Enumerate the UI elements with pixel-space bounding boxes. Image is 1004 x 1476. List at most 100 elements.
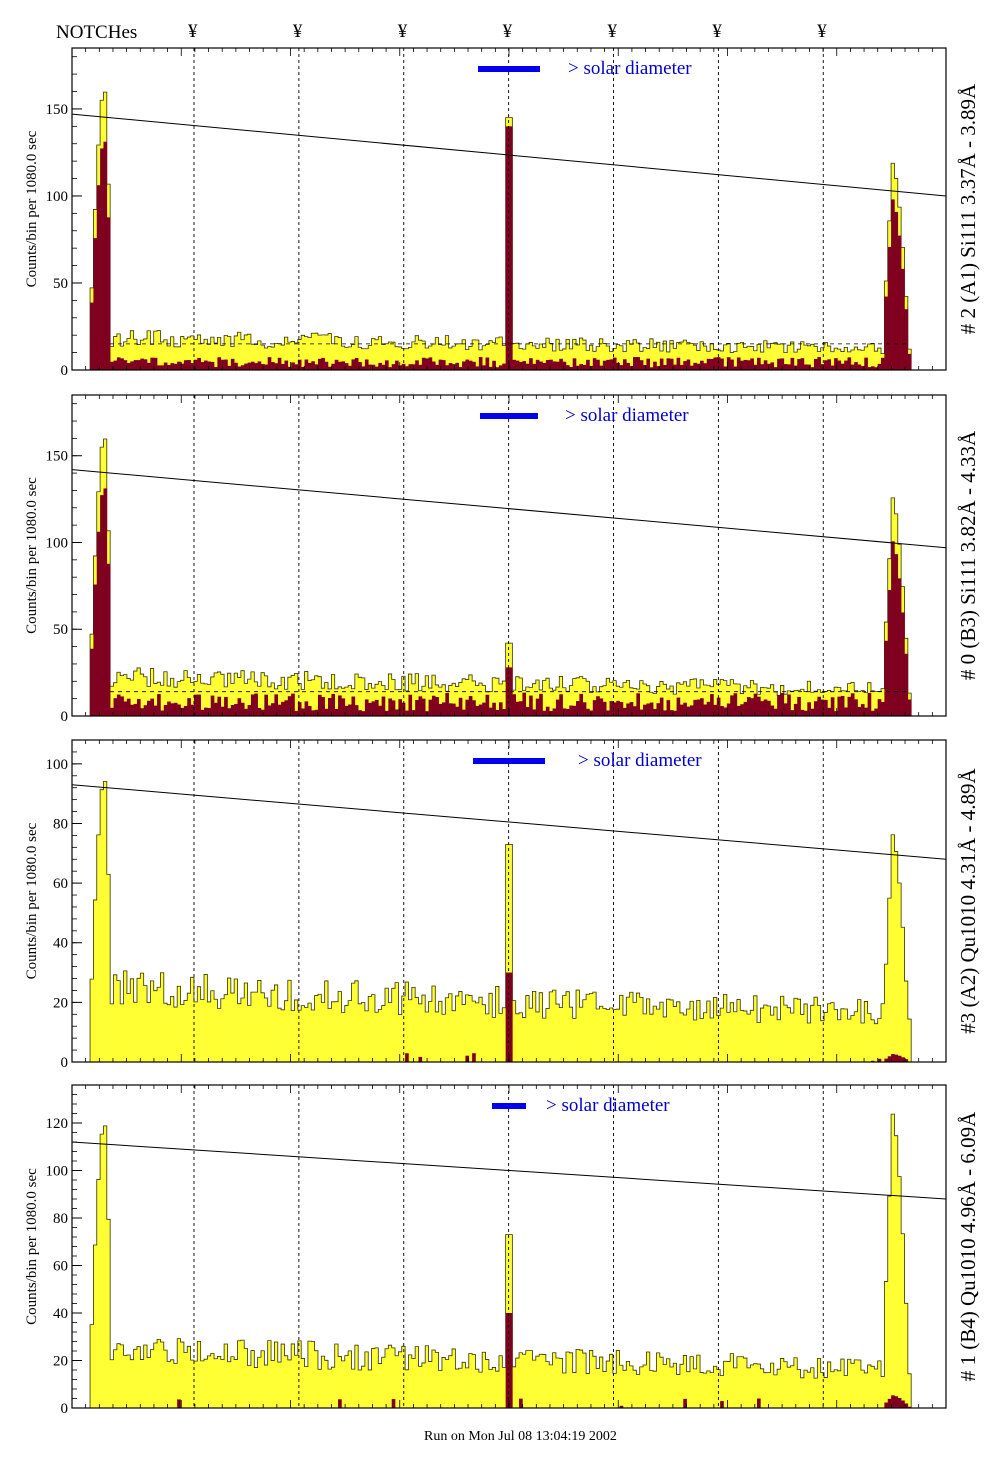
signal-bar [693,1019,697,1062]
signal-bar [123,674,128,716]
background-bar [522,361,527,370]
signal-bar [378,1009,382,1062]
background-bar [224,696,228,716]
background-bar [110,707,114,716]
background-bar [505,1313,510,1408]
background-bar [220,706,225,716]
signal-bar [301,1005,305,1062]
signal-bar [338,991,342,1062]
background-bar [324,708,329,716]
signal-bar [405,690,409,716]
signal-bar [720,1008,724,1062]
signal-bar [689,1356,694,1408]
signal-bar [177,681,181,716]
signal-bar [495,986,500,1062]
signal-bar [586,994,590,1062]
run-timestamp: Run on Mon Jul 08 13:04:19 2002 [424,1429,617,1444]
background-bar [884,1402,889,1408]
background-bar [435,697,439,716]
y-tick-label: 40 [53,1306,68,1322]
signal-bar [167,345,171,370]
background-bar [485,694,490,716]
background-bar [884,640,889,716]
signal-bar [576,677,580,716]
signal-bar [381,1357,386,1408]
signal-bar [844,1009,848,1062]
background-bar [643,704,647,716]
signal-bar [830,351,835,370]
signal-bar [140,674,144,716]
background-bar [321,357,325,370]
notch-marker-5: ¥ [608,21,618,42]
background-bar [187,360,191,370]
signal-bar [163,339,168,370]
signal-bar [810,1005,815,1062]
signal-bar [254,1367,258,1408]
signal-bar [492,1367,496,1408]
background-bar [827,707,832,716]
signal-bar [217,1008,222,1062]
signal-bar [281,1009,285,1062]
signal-bar [743,1358,748,1408]
background-bar [884,296,889,370]
signal-bar [415,1346,419,1408]
background-bar [250,361,255,370]
background-bar [673,364,677,370]
signal-bar [492,342,496,370]
signal-bar [646,1352,651,1408]
y-tick-label: 100 [46,757,69,773]
background-bar [130,361,134,370]
background-bar [646,358,651,370]
signal-bar [790,691,795,716]
background-bar [874,708,878,716]
background-bar [857,364,862,370]
signal-bar [395,982,399,1062]
signal-bar [190,335,195,370]
signal-bar [468,995,473,1062]
background-bar [170,363,175,370]
signal-bar [374,1347,379,1408]
signal-bar [552,1352,557,1408]
signal-bar [334,1343,339,1408]
signal-bar [653,1371,657,1408]
signal-bar [582,678,587,716]
signal-bar [338,1356,342,1408]
signal-bar [431,1349,436,1408]
signal-bar [237,1340,242,1408]
background-bar [391,364,396,370]
background-bar [850,364,855,370]
signal-bar [850,1015,855,1062]
background-bar [371,701,376,716]
background-bar [549,359,553,370]
signal-bar [304,1007,309,1062]
signal-bar [800,341,805,370]
signal-bar [193,1361,198,1408]
signal-bar [220,674,225,716]
background-bar [894,1054,899,1062]
y-tick-label: 50 [53,622,68,638]
background-bar [559,358,563,370]
signal-bar [559,1358,563,1408]
signal-bar [244,683,248,716]
signal-bar [227,978,232,1062]
signal-bar [153,331,158,370]
signal-bar [488,1369,493,1408]
background-bar [237,366,242,370]
legend-label: > solar diameter [568,58,692,79]
signal-bar [395,346,399,370]
signal-bar [126,678,131,716]
signal-bar [700,341,704,370]
signal-bar [519,348,523,370]
background-bar [904,1059,909,1062]
signal-bar [850,350,855,370]
signal-bar [860,690,865,716]
signal-bar [237,1003,242,1062]
signal-bar [344,1355,349,1408]
signal-bar [596,346,600,370]
background-bar [472,361,476,370]
background-bar [854,362,858,370]
background-bar [622,359,627,370]
background-bar [294,364,299,370]
signal-bar [492,677,496,716]
signal-bar [586,1373,590,1408]
